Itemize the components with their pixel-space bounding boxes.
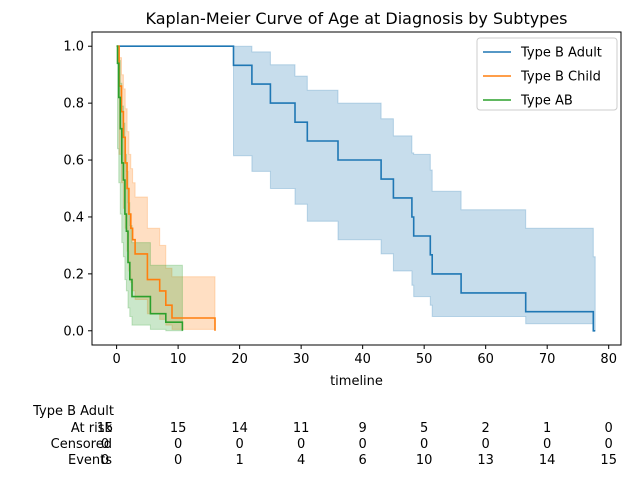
x-tick-label: 10 bbox=[170, 352, 187, 367]
at-risk-cell: 0 bbox=[482, 437, 490, 452]
survival-line-2 bbox=[116, 45, 184, 331]
at-risk-cell: 13 bbox=[477, 453, 494, 468]
y-tick-label: 0.0 bbox=[63, 324, 84, 339]
at-risk-row-label: At risk bbox=[71, 421, 113, 436]
at-risk-cell: 0 bbox=[174, 437, 182, 452]
legend-box bbox=[476, 37, 618, 111]
at-risk-cell: 2 bbox=[482, 421, 490, 436]
x-tick-label: 20 bbox=[231, 352, 248, 367]
survival-curves bbox=[116, 45, 596, 332]
confidence-band-0 bbox=[116, 45, 596, 332]
at-risk-cell: 0 bbox=[359, 437, 367, 452]
at-risk-cell: 15 bbox=[170, 421, 187, 436]
y-tick-label: 0.6 bbox=[63, 154, 84, 169]
at-risk-cell: 0 bbox=[101, 453, 109, 468]
at-risk-cell: 0 bbox=[101, 437, 109, 452]
at-risk-cell: 15 bbox=[97, 421, 114, 436]
y-tick-label: 0.8 bbox=[63, 97, 84, 112]
y-axis-ticks: 0.0 0.2 0.4 0.6 0.8 1.0 bbox=[63, 40, 92, 339]
at-risk-cell: 6 bbox=[359, 453, 367, 468]
at-risk-cell: 0 bbox=[174, 453, 182, 468]
x-tick-label: 0 bbox=[112, 352, 120, 367]
x-tick-label: 70 bbox=[539, 352, 556, 367]
x-tick-label: 80 bbox=[600, 352, 617, 367]
at-risk-cell: 14 bbox=[231, 421, 248, 436]
survival-line-0 bbox=[116, 45, 596, 332]
x-tick-label: 60 bbox=[477, 352, 494, 367]
x-tick-label: 50 bbox=[416, 352, 433, 367]
at-risk-cell: 9 bbox=[359, 421, 367, 436]
at-risk-cell: 0 bbox=[605, 421, 613, 436]
y-tick-label: 0.2 bbox=[63, 267, 84, 282]
at-risk-cell: 4 bbox=[297, 453, 305, 468]
survival-line-1 bbox=[116, 45, 216, 331]
y-tick-label: 0.4 bbox=[63, 210, 84, 225]
at-risk-cell: 5 bbox=[420, 421, 428, 436]
y-tick-label: 1.0 bbox=[63, 40, 84, 55]
x-tick-label: 30 bbox=[293, 352, 310, 367]
at-risk-row-label: Censored bbox=[51, 437, 112, 452]
at-risk-row-label: Events bbox=[68, 453, 112, 468]
chart-title: Kaplan-Meier Curve of Age at Diagnosis b… bbox=[145, 9, 567, 28]
at-risk-cell: 14 bbox=[539, 453, 556, 468]
confidence-band-1 bbox=[116, 45, 216, 331]
at-risk-cell: 0 bbox=[235, 437, 243, 452]
at-risk-group-label: Type B Adult bbox=[32, 404, 114, 419]
confidence-bands bbox=[116, 45, 596, 332]
at-risk-cell: 0 bbox=[605, 437, 613, 452]
legend-label: Type B Adult bbox=[520, 46, 602, 61]
x-axis-label: timeline bbox=[330, 374, 383, 389]
at-risk-cell: 15 bbox=[600, 453, 617, 468]
legend-label: Type B Child bbox=[520, 70, 601, 85]
at-risk-cell: 11 bbox=[293, 421, 310, 436]
at-risk-cell: 0 bbox=[420, 437, 428, 452]
at-risk-cell: 0 bbox=[543, 437, 551, 452]
at-risk-cell: 1 bbox=[543, 421, 551, 436]
at-risk-cell: 1 bbox=[235, 453, 243, 468]
legend-label: Type AB bbox=[520, 94, 573, 109]
confidence-band-2 bbox=[116, 45, 183, 332]
legend: Type B Adult Type B Child Type AB bbox=[476, 37, 618, 111]
plot-frame bbox=[91, 31, 622, 346]
x-tick-label: 40 bbox=[354, 352, 371, 367]
at-risk-cell: 0 bbox=[297, 437, 305, 452]
x-axis-ticks: 0 10 20 30 40 50 60 70 80 bbox=[112, 345, 617, 367]
at-risk-cell: 10 bbox=[416, 453, 433, 468]
